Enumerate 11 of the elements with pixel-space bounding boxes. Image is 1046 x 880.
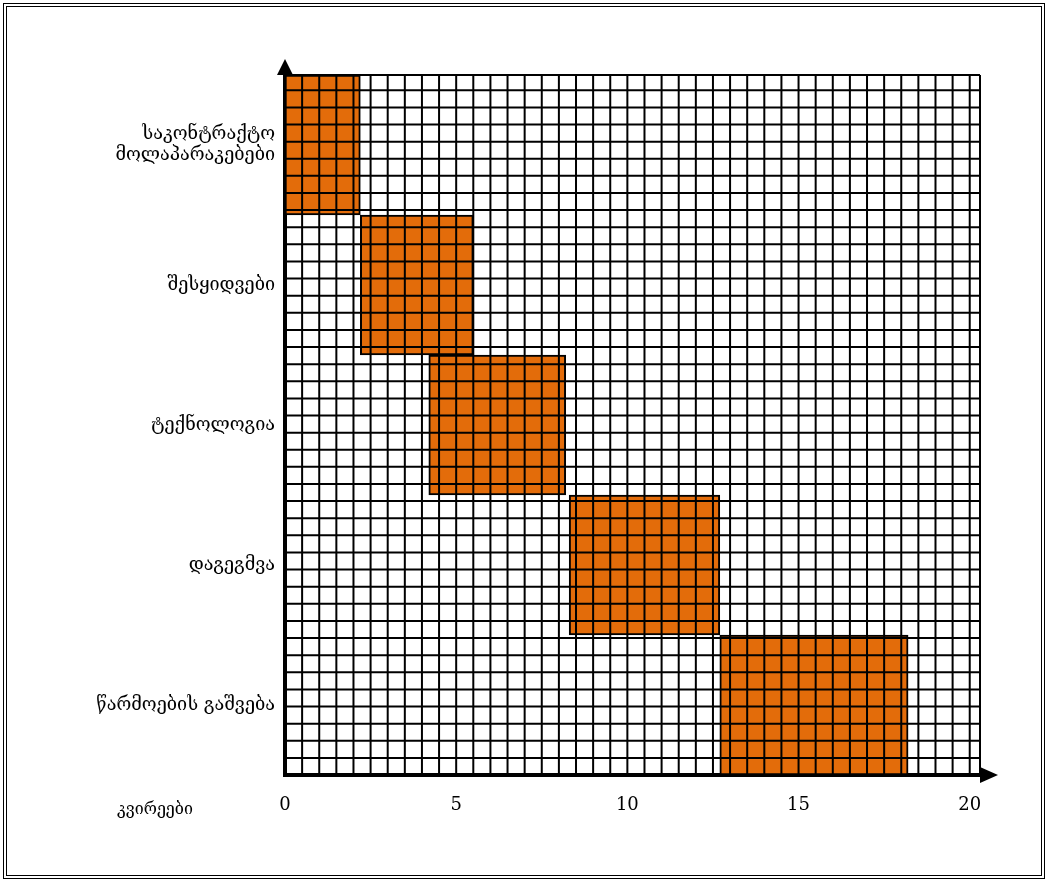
y-tick-label: დაგეგმვა — [188, 552, 275, 574]
x-tick-label: 0 — [279, 793, 291, 815]
x-tick-label: 10 — [615, 793, 639, 815]
y-tick-label: წარმოების გაშვება — [96, 692, 275, 714]
y-tick-label: საკონტრაქტო მოლაპარაკებები — [115, 121, 275, 165]
x-tick-label: 20 — [958, 793, 982, 815]
y-tick-label: ტექნოლოგია — [151, 412, 275, 434]
x-axis-title: კვირეები — [117, 799, 193, 819]
x-tick-label: 15 — [787, 793, 810, 815]
x-tick-label: 5 — [450, 793, 462, 815]
y-tick-label: შესყიდვები — [167, 272, 275, 294]
